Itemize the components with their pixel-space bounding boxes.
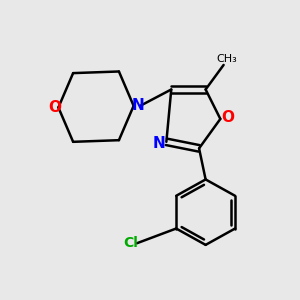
Text: O: O (221, 110, 234, 125)
Text: CH₃: CH₃ (217, 54, 237, 64)
Text: N: N (131, 98, 144, 113)
Text: O: O (49, 100, 62, 115)
Text: N: N (153, 136, 166, 151)
Text: Cl: Cl (124, 236, 139, 250)
